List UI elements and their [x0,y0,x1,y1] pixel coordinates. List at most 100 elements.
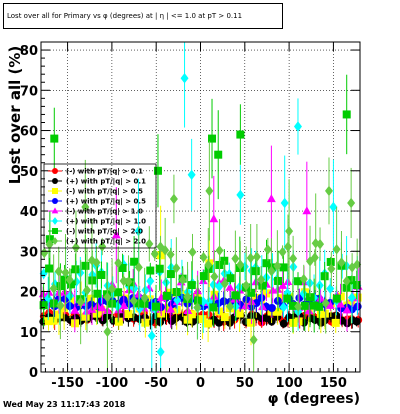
data-point [146,275,155,287]
data-point-outlier [329,201,338,213]
data-point-outlier [147,330,156,341]
data-point [278,246,287,258]
y-tick-label: 40 [20,205,38,220]
data-point [140,292,149,304]
data-point [352,281,361,290]
legend-swatch-marker [52,228,58,234]
data-point-outlier [54,266,63,277]
data-point [332,294,341,303]
data-layer [38,42,363,372]
data-point [166,304,176,313]
data-point [193,296,202,305]
x-tick-label: -50 [144,376,168,391]
legend-box [43,163,157,249]
data-point [199,252,208,263]
data-point [336,299,345,308]
data-point [183,291,192,303]
data-point [236,259,245,270]
data-point [279,319,288,328]
data-point-outlier [280,197,289,209]
data-point [320,272,329,281]
data-point [145,295,154,304]
data-point [231,253,240,264]
data-point-outlier [208,134,217,143]
data-point [252,251,261,262]
legend-swatch-marker [52,168,58,174]
data-point [67,280,76,289]
data-point [166,270,175,279]
data-point [92,257,101,268]
data-point [283,241,292,252]
data-point [220,313,229,322]
y-tick-label: 30 [20,245,38,260]
data-point [204,319,213,328]
data-point [225,282,235,291]
data-point [162,277,171,288]
legend-entry: (-) with pT/|q| > 0.5 [66,188,143,197]
legend-swatch-marker [52,178,58,184]
data-point [242,280,251,291]
data-point [87,300,96,309]
data-point [172,314,181,323]
data-point [288,301,297,310]
data-point [262,259,271,268]
data-point [71,242,80,253]
data-point [76,296,85,308]
data-point [97,303,107,312]
chart-title: Lost over all for Primary vs φ (degrees)… [3,3,283,29]
x-tick-label: -100 [96,376,129,391]
legend-entry: (-) with pT/|q| > 1.0 [66,208,143,217]
data-point [188,246,197,258]
data-point [65,274,74,285]
data-point [279,302,288,313]
data-point [93,289,102,298]
data-point [353,259,362,270]
data-point [146,266,155,275]
data-point-outlier [324,185,333,197]
data-point [156,241,165,252]
data-point [39,301,48,310]
data-point [274,276,283,285]
x-axis-label: φ (degrees) [267,391,360,407]
data-point [235,309,244,318]
data-point [231,291,240,300]
data-point [130,257,139,266]
data-point [44,317,53,326]
data-point-outlier [249,334,258,346]
data-point [273,260,282,272]
y-tick-label: 20 [20,286,38,301]
legend-entry: (+) with pT/|q| > 1.0 [66,218,146,227]
data-point-outlier [266,194,276,203]
data-point [178,274,187,286]
data-point [172,305,181,314]
data-point [172,262,181,274]
data-point-outlier [347,197,356,209]
data-point [81,261,90,270]
data-point [220,278,229,289]
data-point [70,305,80,314]
data-point [347,299,356,308]
data-point [198,315,207,324]
data-point [209,279,218,290]
data-point [258,302,267,311]
legend-entry: (+) with pT/|q| > 0.1 [66,178,146,187]
data-point [150,248,159,260]
data-point [294,277,303,286]
data-point [326,283,335,294]
data-point [49,283,58,294]
data-point [209,303,218,312]
data-point-outlier [209,214,219,223]
data-point [320,309,329,318]
data-point [56,300,65,311]
x-tick-label: 150 [320,376,347,391]
data-point [278,294,287,303]
data-point [251,267,260,276]
data-point-outlier [187,169,196,181]
data-point [145,238,154,250]
data-point [129,295,138,306]
data-point [124,310,133,319]
legend-swatch-marker [52,188,58,194]
data-point [267,265,276,277]
y-tick-label: 10 [20,326,38,341]
data-point [155,264,164,273]
